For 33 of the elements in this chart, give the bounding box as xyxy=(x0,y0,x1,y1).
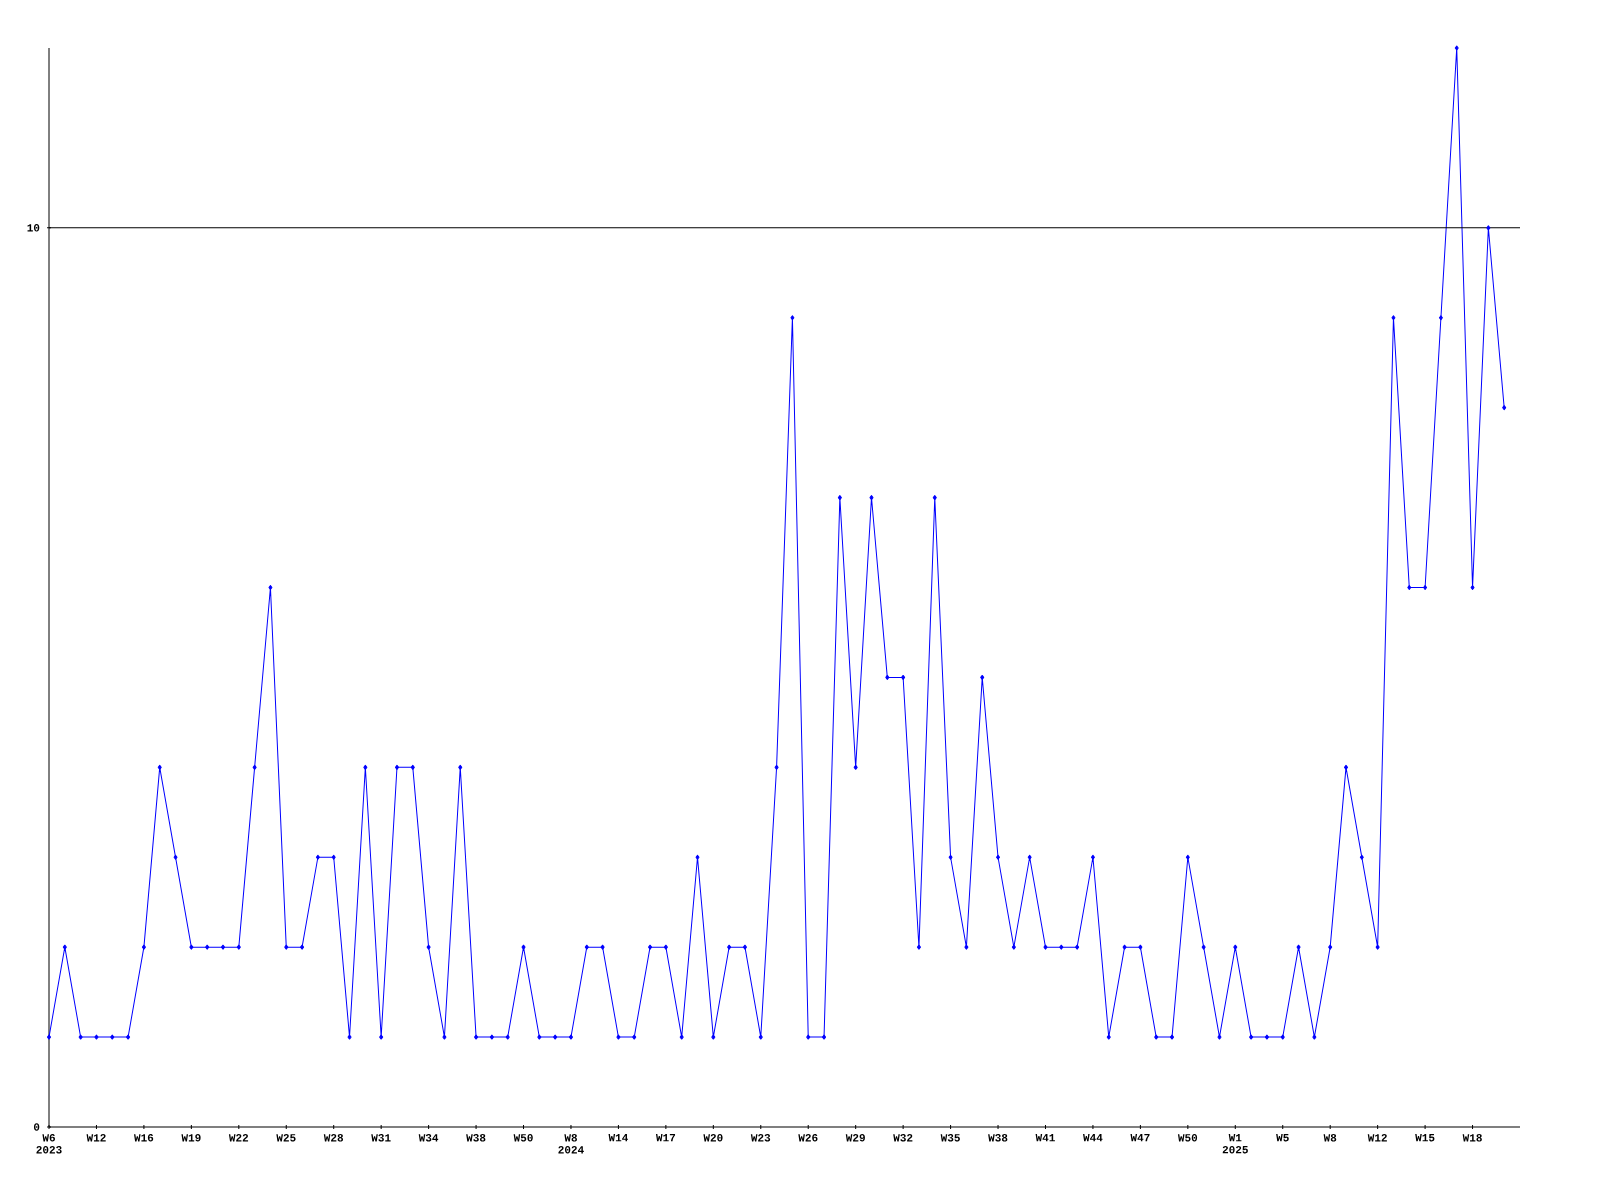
x-tick-label: W38 xyxy=(988,1134,1008,1142)
x-tick-label: W32 xyxy=(893,1134,913,1142)
x-tick-label: W12 xyxy=(1367,1134,1387,1142)
x-tick-label: W6 2023 xyxy=(36,1134,62,1154)
x-tick-label: W18 xyxy=(1462,1134,1482,1142)
x-tick-label: W38 xyxy=(466,1134,486,1142)
x-tick-label: W41 xyxy=(1035,1134,1055,1142)
x-tick-label: W14 xyxy=(608,1134,628,1142)
x-tick-label: W16 xyxy=(134,1134,154,1142)
x-tick-label: W31 xyxy=(371,1134,391,1142)
y-tick-label: 0 xyxy=(33,1123,40,1131)
x-tick-label: W25 xyxy=(276,1134,296,1142)
x-tick-label: W20 xyxy=(703,1134,723,1142)
x-tick-label: W26 xyxy=(798,1134,818,1142)
x-tick-label: W5 xyxy=(1276,1134,1289,1142)
x-tick-label: W17 xyxy=(655,1134,676,1142)
x-tick-label: W15 xyxy=(1415,1134,1435,1142)
x-tick-label: W23 xyxy=(750,1134,771,1142)
x-tick-label: W50 xyxy=(513,1134,533,1142)
x-tick-label: W29 xyxy=(845,1134,865,1142)
x-tick-label: W50 xyxy=(1177,1134,1198,1142)
x-tick-label: W1 2025 xyxy=(1222,1134,1248,1154)
x-tick-label: W8 2024 xyxy=(558,1134,584,1154)
x-tick-label: W44 xyxy=(1083,1134,1103,1142)
x-tick-label: W22 xyxy=(228,1134,249,1142)
x-tick-label: W12 xyxy=(86,1134,106,1142)
x-tick-label: W34 xyxy=(418,1134,439,1142)
y-tick-label: 10 xyxy=(27,224,40,232)
x-tick-label: W8 xyxy=(1323,1134,1337,1142)
x-tick-label: W19 xyxy=(181,1134,201,1142)
x-tick-label: W28 xyxy=(323,1134,344,1142)
x-tick-label: W47 xyxy=(1130,1134,1150,1142)
x-tick-label: W35 xyxy=(940,1134,960,1142)
